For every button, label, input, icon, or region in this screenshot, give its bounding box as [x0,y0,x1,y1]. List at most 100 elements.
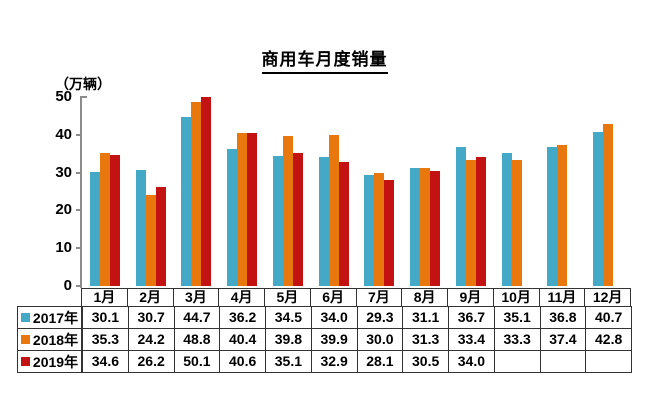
table-row-2018年: 2018年 35.3 24.2 48.8 40.4 39.8 39.9 30.0 31.3 33.… [18,328,631,350]
plot-area [82,96,631,286]
month-header-cell: 4月 [218,289,264,306]
y-tick-mark [76,247,81,250]
bar-2018年-5月 [282,135,293,286]
row-label: 2018年 [18,329,82,350]
value-cell: 40.6 [219,351,265,372]
bar-2018年-1月 [99,152,110,286]
value-cell: 34.0 [310,307,357,328]
value-cell: 39.8 [265,329,311,350]
value-cell: 24.2 [127,329,174,350]
y-tick-label: 30 [55,163,72,181]
y-tick-mark [76,133,81,136]
value-cell: 35.1 [493,307,540,328]
table-row-2017年: 2017年 30.1 30.7 44.7 36.2 34.5 34.0 29.3 31.1 36.… [18,307,631,328]
value-cell: 34.6 [82,351,128,372]
value-cell: 44.7 [173,307,220,328]
y-tick-label: 50 [55,88,72,105]
y-tick-mark [82,96,87,98]
bar-2018年-2月 [145,194,156,286]
value-cell: 36.2 [219,307,265,328]
legend-swatch [20,313,30,322]
value-cell: 31.1 [402,307,448,328]
month-header-cell: 9月 [447,289,493,306]
bar-2017年-9月 [455,147,466,286]
value-cell: 30.0 [356,329,403,350]
value-cell: 34.5 [265,307,311,328]
value-cell: 30.1 [82,307,128,328]
value-cell: 36.7 [448,307,494,328]
y-tick-label: 10 [55,239,72,257]
bar-2019年-7月 [384,179,395,286]
y-tick-label: 0 [63,277,72,294]
value-cell: 35.3 [82,329,128,350]
value-cell [539,351,586,372]
bar-2018年-3月 [191,101,202,286]
legend-swatch [20,335,30,344]
series-name: 2019年 [32,353,79,370]
month-header-cell: 8月 [401,289,447,306]
bar-2017年-4月 [227,149,238,286]
value-cell: 37.4 [539,329,586,350]
value-cell: 42.8 [585,329,631,350]
bar-2019年-5月 [292,153,303,286]
bar-2017年-1月 [89,172,100,286]
value-cell: 36.8 [539,307,586,328]
bar-2018年-8月 [420,167,431,286]
bar-2017年-2月 [135,169,146,286]
bar-2018年-10月 [511,160,522,286]
month-header-cell: 5月 [264,289,310,306]
x-axis-month-header-row: 1月 2月 3月 4月 5月 6月 7月 8月 9月 10月 11月 12月 [81,288,631,307]
row-label: 2019年 [18,351,82,372]
value-cell [585,351,631,372]
bar-2018年-12月 [603,124,614,286]
bar-2019年-8月 [430,170,441,286]
month-header-cell: 2月 [126,289,173,306]
bar-2017年-7月 [364,175,375,286]
value-cell: 40.4 [219,329,265,350]
month-header-cell: 1月 [93,289,116,305]
value-cell: 33.4 [448,329,494,350]
bar-2017年-11月 [547,146,558,286]
month-header-cell: 11月 [538,289,585,306]
value-cell: 34.0 [448,351,494,372]
y-tick-label: 20 [55,201,72,219]
bar-2019年-6月 [338,161,349,286]
series-name: 2018年 [32,331,79,348]
y-tick-label: 40 [55,125,72,143]
row-label: 2017年 [18,307,82,328]
y-axis-unit-label: （万辆） [55,76,111,92]
table-row-2019年: 2019年 34.6 26.2 50.1 40.6 35.1 32.9 28.1 30.5 34.… [18,350,631,372]
y-tick-mark [76,285,81,287]
bar-2019年-3月 [201,96,212,286]
bar-2017年-6月 [318,157,329,286]
bar-2018年-6月 [328,135,339,286]
value-cell [493,351,540,372]
bar-2019年-4月 [247,132,258,286]
month-header-cell: 6月 [309,289,356,306]
bar-2018年-11月 [557,144,568,286]
bar-2017年-8月 [410,168,421,286]
value-cell: 30.7 [127,307,174,328]
month-header-cell: 3月 [172,289,219,306]
bar-2018年-4月 [237,133,248,286]
value-cell: 50.1 [173,351,220,372]
value-cell: 26.2 [127,351,174,372]
bars-container [82,96,631,286]
month-header-cell: 12月 [584,289,630,306]
y-tick-mark [76,209,81,212]
bar-2017年-5月 [272,155,283,286]
bar-2018年-9月 [465,159,476,286]
chart-title: 商用车月度销量 [0,45,649,74]
bar-2018年-7月 [374,172,385,286]
y-axis-line [80,96,82,288]
bar-2017年-12月 [593,132,604,286]
chart-title-text: 商用车月度销量 [261,45,388,74]
value-cell: 39.9 [310,329,357,350]
month-header-cell: 10月 [492,289,539,306]
value-cell: 30.5 [402,351,448,372]
bar-2019年-2月 [155,186,166,286]
bar-2019年-1月 [109,155,120,286]
value-cell: 48.8 [173,329,220,350]
data-table: 2017年 30.1 30.7 44.7 36.2 34.5 34.0 29.3 31.1 36.… [17,306,632,373]
